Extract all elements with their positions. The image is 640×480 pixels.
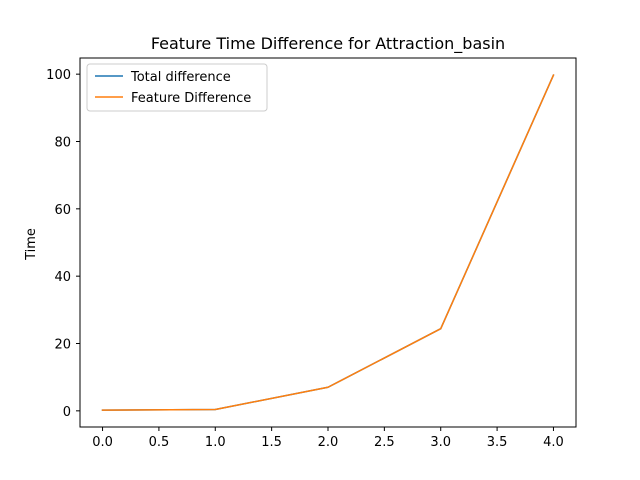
y-tick-label: 0 — [63, 405, 71, 420]
y-axis-label: Time — [24, 228, 39, 261]
legend: Total difference Feature Difference — [86, 63, 268, 112]
series-line-feature-difference — [101, 74, 555, 411]
x-tick-label: 1.5 — [261, 435, 282, 450]
x-tick-label: 0.0 — [92, 435, 113, 450]
x-tick-label: 2.0 — [318, 435, 339, 450]
x-tick-label: 3.0 — [430, 435, 451, 450]
y-axis-ticks: 0 20 40 60 80 100 — [46, 68, 80, 420]
x-tick-label: 2.5 — [374, 435, 395, 450]
plot-area-frame — [79, 57, 577, 428]
legend-label-feature-difference: Feature Difference — [131, 91, 251, 106]
x-axis-ticks: 0.0 0.5 1.0 1.5 2.0 2.5 3.0 3.5 4.0 — [92, 427, 564, 450]
x-tick-label: 1.0 — [205, 435, 226, 450]
x-tick-label: 4.0 — [543, 435, 564, 450]
x-tick-label: 0.5 — [149, 435, 170, 450]
x-tick-label: 3.5 — [487, 435, 508, 450]
y-tick-label: 40 — [54, 270, 71, 285]
y-tick-label: 60 — [54, 203, 71, 218]
legend-label-total-difference: Total difference — [130, 70, 231, 85]
chart-title: Feature Time Difference for Attraction_b… — [151, 34, 505, 54]
y-tick-label: 100 — [46, 68, 71, 83]
legend-box — [86, 63, 268, 112]
y-tick-label: 20 — [54, 338, 71, 353]
series-layer — [101, 74, 555, 411]
y-tick-label: 80 — [54, 135, 71, 150]
